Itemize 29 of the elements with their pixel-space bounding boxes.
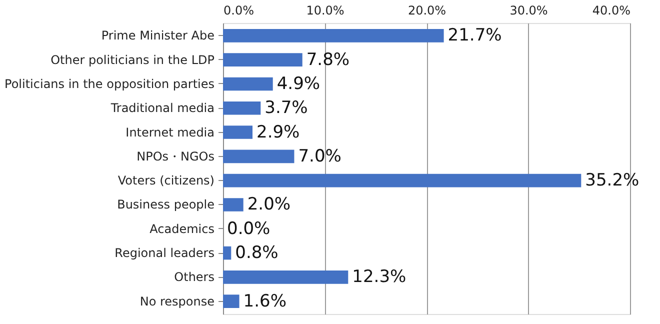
data-label: 4.9% [276, 74, 320, 94]
x-tick-label: 40.0% [592, 4, 630, 18]
data-label: 0.0% [227, 218, 270, 239]
y-tick-label: Regional leaders [114, 246, 214, 260]
data-label: 7.8% [306, 50, 350, 70]
data-label: 12.3% [352, 267, 406, 288]
x-tick-label: 20.0% [408, 4, 446, 18]
y-tick-label: Traditional media [110, 101, 214, 116]
data-label: 2.0% [247, 194, 291, 215]
data-label: 2.9% [256, 122, 300, 142]
data-label: 7.0% [298, 146, 342, 166]
y-tick-label: Others [174, 270, 214, 284]
y-tick-label: Internet media [126, 125, 214, 140]
x-tick-label: 0.0% [224, 4, 254, 18]
data-label: 1.6% [243, 291, 286, 312]
data-label: 0.8% [235, 243, 278, 264]
x-tick-label: 30.0% [510, 4, 548, 18]
y-tick-label: Business people [117, 198, 214, 212]
data-label: 21.7% [448, 26, 502, 46]
y-tick-label: Academics [150, 222, 214, 236]
y-tick-label: Voters (citizens) [118, 174, 214, 188]
y-tick-label: NPOs・NGOs [136, 149, 214, 164]
y-tick-label: No response [140, 294, 214, 308]
y-tick-label: Politicians in the opposition parties [4, 76, 214, 91]
data-label: 35.2% [585, 170, 640, 191]
x-tick-label: 10.0% [306, 4, 344, 18]
y-tick-label: Prime Minister Abe [101, 28, 214, 43]
data-label: 3.7% [264, 98, 308, 118]
y-tick-label: Other politicians in the LDP [50, 52, 214, 67]
